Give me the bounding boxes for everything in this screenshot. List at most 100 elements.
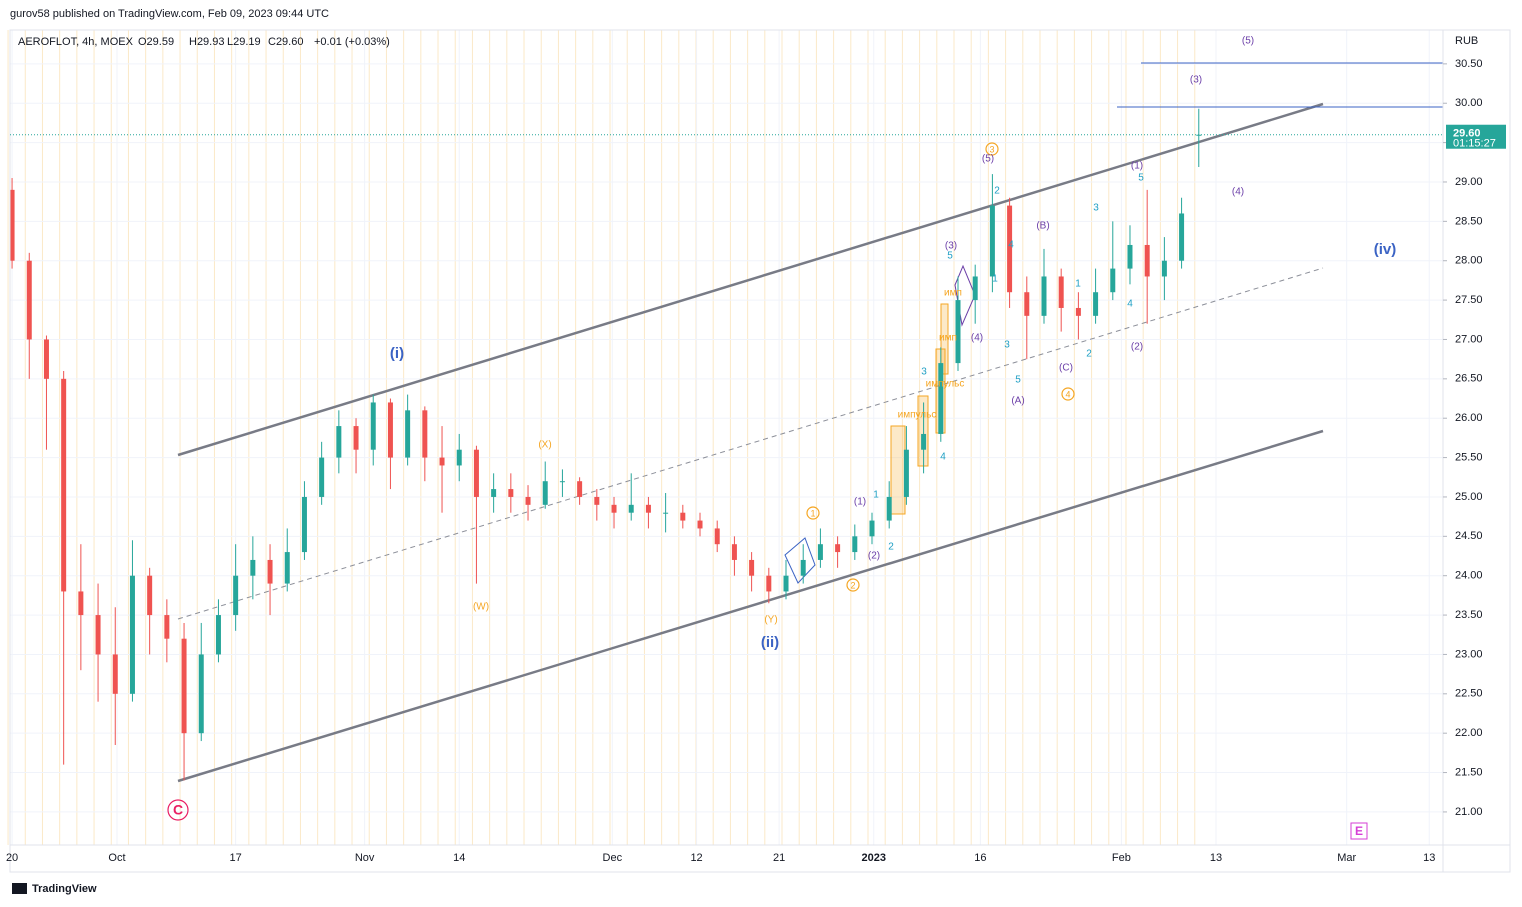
- wave-circle: [167, 799, 189, 821]
- grid: [7, 30, 1443, 845]
- channel-mid: [177, 267, 1324, 620]
- candle-body: [491, 489, 497, 497]
- wave-label: E: [1355, 824, 1363, 838]
- ohlc-low: L29.19: [227, 36, 261, 48]
- candle-body: [559, 481, 565, 483]
- ohlc-change: +0.01 (+0.03%): [314, 36, 390, 48]
- x-tick-label: 2023: [861, 852, 885, 864]
- wave-label: (ii): [761, 634, 779, 651]
- candle-body: [835, 544, 841, 553]
- candle-body: [989, 205, 995, 277]
- y-tick-label: 27.00: [1455, 333, 1483, 345]
- candle-body: [869, 520, 875, 537]
- candle-body: [129, 575, 135, 694]
- candle-body: [1179, 213, 1185, 261]
- wave-label: (B): [1036, 221, 1049, 232]
- wave-label: (4): [971, 333, 983, 344]
- wave-label: 1: [873, 490, 879, 501]
- wave-label: (4): [1232, 187, 1244, 198]
- y-tick-label: 26.00: [1455, 412, 1483, 424]
- ohlc-open: O29.59: [138, 36, 174, 48]
- candle-body: [422, 410, 428, 458]
- candle-body: [955, 300, 961, 364]
- channel-bottom: [177, 429, 1324, 783]
- wave-label: 2: [888, 542, 894, 553]
- candle-body: [1058, 276, 1064, 308]
- candle-body: [112, 654, 118, 694]
- candle-body: [628, 504, 634, 513]
- wave-circle: [846, 578, 860, 592]
- candle-body: [680, 512, 686, 521]
- wave-label: (i): [390, 345, 404, 362]
- y-tick-label: 27.50: [1455, 294, 1483, 306]
- channel-top: [177, 102, 1324, 457]
- candle-body: [611, 504, 617, 513]
- candle-body: [852, 536, 858, 553]
- candle-body: [972, 276, 978, 301]
- candle-body: [645, 504, 651, 513]
- candle-body: [284, 552, 290, 584]
- wave-circle: [1061, 387, 1075, 401]
- candle-body: [215, 615, 221, 655]
- candle-body: [164, 615, 170, 639]
- y-tick-label: 21.00: [1455, 806, 1483, 818]
- candle-body: [95, 615, 101, 655]
- candles: [9, 108, 1202, 781]
- y-tick-label: 25.00: [1455, 491, 1483, 503]
- wave-label: C: [173, 802, 183, 818]
- wave-label: имп: [939, 333, 957, 344]
- candle-body: [1161, 260, 1167, 277]
- wave-label: 2: [1086, 349, 1092, 360]
- candle-body: [250, 559, 256, 576]
- wave-label: 1: [992, 274, 998, 285]
- y-tick-label: 28.50: [1455, 215, 1483, 227]
- wave-label: 1: [1075, 279, 1081, 290]
- wave-label: 3: [1093, 203, 1099, 214]
- candle-body: [473, 449, 479, 497]
- wave-label: (2): [868, 551, 880, 562]
- x-tick-label: Nov: [355, 852, 375, 864]
- event-box: [1350, 822, 1368, 840]
- x-tick-label: Oct: [108, 852, 125, 864]
- wave-label: имп: [944, 288, 962, 299]
- candle-body: [267, 559, 273, 584]
- publisher: gurov58 published on TradingView.com, Fe…: [10, 8, 329, 20]
- candle-body: [233, 575, 239, 616]
- x-tick-label: 16: [974, 852, 986, 864]
- candle-body: [697, 520, 703, 529]
- y-tick-label: 23.00: [1455, 648, 1483, 660]
- candle-body: [1075, 307, 1081, 316]
- y-tick-label: 28.00: [1455, 255, 1483, 267]
- wave-label: 4: [1127, 299, 1133, 310]
- wave-circle: [806, 506, 820, 520]
- ohlc-close: C29.60: [268, 36, 303, 48]
- wave-label: (Y): [764, 615, 777, 626]
- candle-body: [353, 426, 359, 450]
- wave-label: 4: [1065, 389, 1070, 399]
- wave-label: 1: [810, 508, 815, 518]
- candle-body: [387, 402, 393, 458]
- candle-body: [938, 363, 944, 434]
- wave-label: (W): [473, 602, 489, 613]
- candle-body: [903, 449, 909, 497]
- x-tick-label: Mar: [1337, 852, 1356, 864]
- ohlc-high: H29.93: [189, 36, 224, 48]
- wave-label: 3: [921, 367, 927, 378]
- x-tick-label: 20: [6, 852, 18, 864]
- candle-body: [370, 402, 376, 450]
- wave-label: 2: [994, 186, 1000, 197]
- candle-body: [319, 457, 325, 497]
- candle-body: [1144, 244, 1150, 277]
- candle-body: [405, 410, 411, 458]
- last-price-label: 29.60: [1453, 128, 1481, 140]
- wave-label: 5: [1015, 375, 1021, 386]
- x-tick-label: 13: [1210, 852, 1222, 864]
- wave-label: (C): [1059, 363, 1073, 374]
- wave-label: 5: [947, 251, 953, 262]
- candle-body: [508, 489, 514, 497]
- candle-body: [800, 559, 806, 576]
- wave-label: импульс: [898, 410, 937, 421]
- candle-body: [594, 496, 600, 505]
- candle-body: [766, 575, 772, 592]
